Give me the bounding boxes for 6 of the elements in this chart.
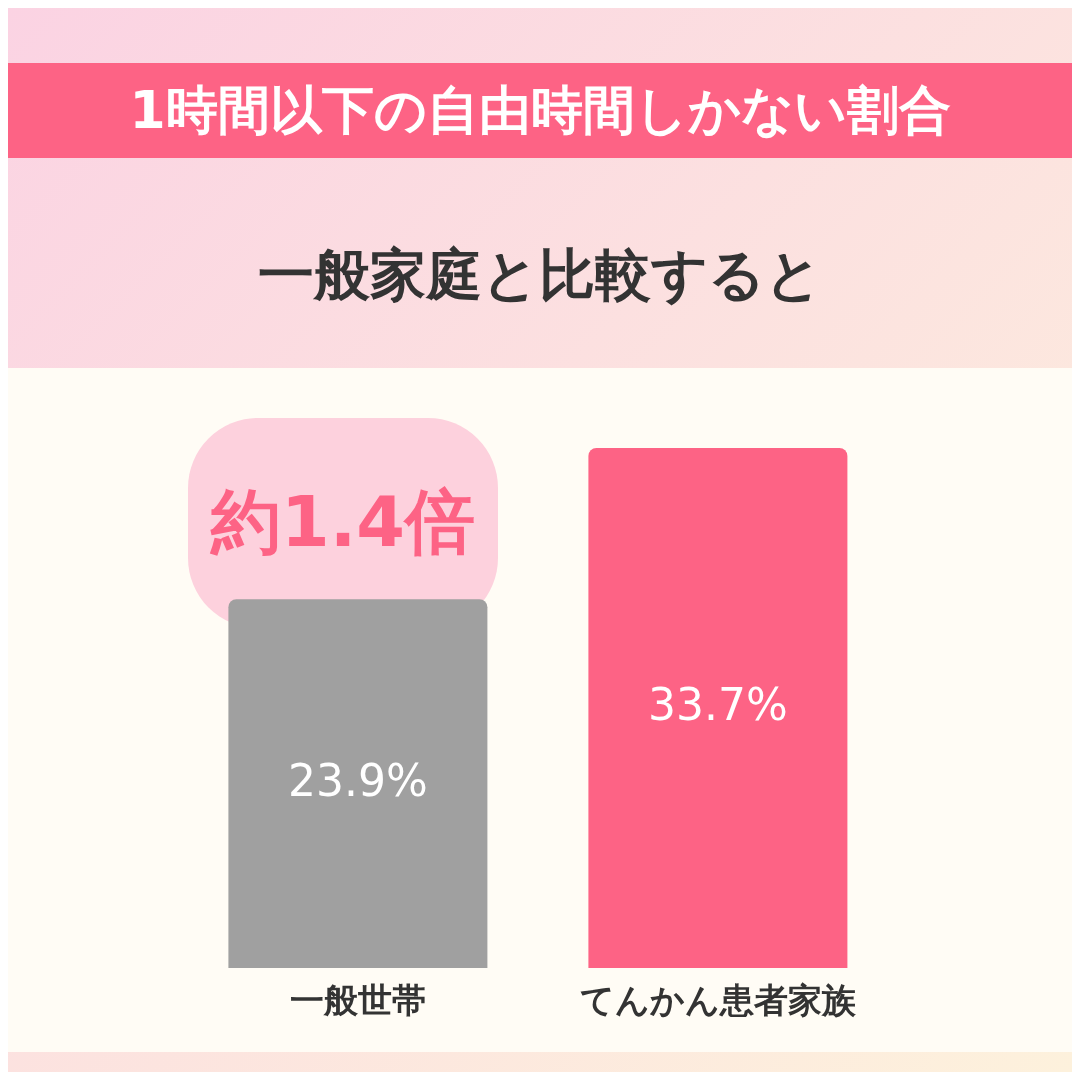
x-tick-label: 一般世帯	[290, 980, 426, 1021]
data-label: 23.9%	[288, 754, 428, 806]
chart-title: 1時間以下の自由時間しかない割合	[8, 63, 1072, 158]
chart-subtitle: 一般家庭と比較すると	[257, 241, 823, 309]
x-tick-label: てんかん患者家族	[580, 980, 857, 1021]
data-label: 33.7%	[648, 679, 788, 730]
